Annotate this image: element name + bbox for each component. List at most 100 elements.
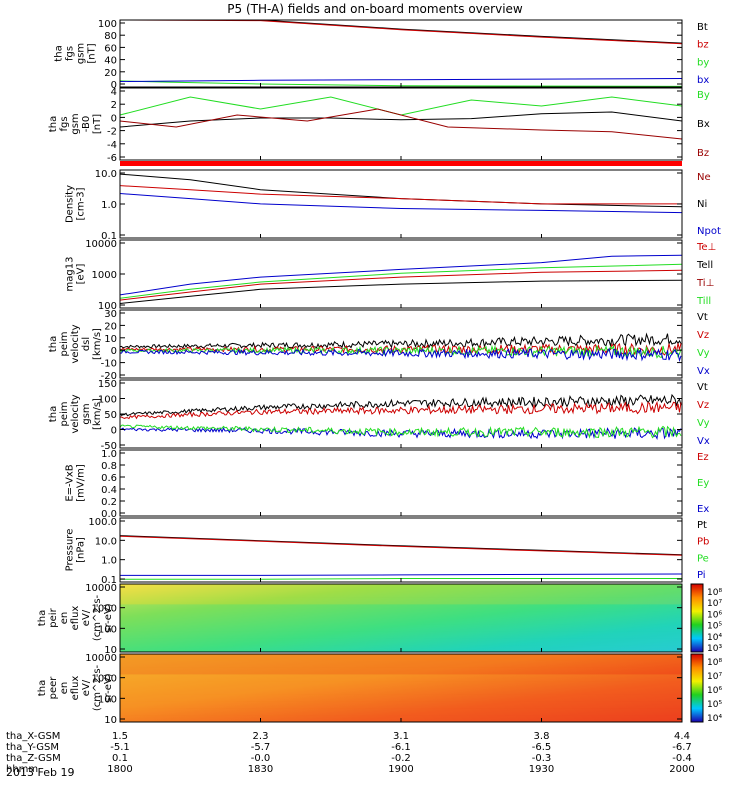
x-axis-row-value: 4.4 xyxy=(674,731,690,742)
panel-p4: 10000 1000 100 mag13[eV] Te⊥ Tell Ti⊥ Till xyxy=(65,239,717,312)
panel-p3: 10.0 1.0 0.1 Density[cm-3] Ne Ni Npot xyxy=(65,169,721,242)
y-tick-label: 0.2 xyxy=(101,497,117,508)
series-line-black xyxy=(119,111,683,128)
y-axis-label-line: tha xyxy=(54,45,65,61)
legend-item: Ti⊥ xyxy=(696,278,714,289)
colorbar-tick-label: 10⁴ xyxy=(707,714,722,724)
x-axis-annotation: tha_X-GSM 1.5 2.3 3.1 3.8 4.4 tha_Y-GSM -5.1 -5.… xyxy=(6,731,695,775)
y-axis-label: thapeirenefluxeV/(cm^2-s-sr-eV) xyxy=(37,594,114,641)
y-axis-label-line: tha xyxy=(48,336,59,352)
x-axis-row-label: tha_Y-GSM xyxy=(6,742,59,753)
x-axis-row-value: -6.1 xyxy=(391,742,411,753)
series-line-green xyxy=(119,424,682,439)
y-tick-label: -6 xyxy=(107,153,117,164)
y-axis-label: E=-VxB[mV/m] xyxy=(65,464,87,502)
y-tick-label: 150 xyxy=(98,379,117,390)
y-axis-label-line: tha xyxy=(37,680,48,696)
x-axis-row-value: 1830 xyxy=(248,764,273,775)
legend-item: Ni xyxy=(697,199,707,210)
panel-p8: 100.0 10.0 1.0 0.1 Pressure[nPa] Pt Pb Pe Pi xyxy=(65,517,710,586)
x-axis-row-value: -5.1 xyxy=(110,742,130,753)
series-line-black xyxy=(119,393,682,417)
y-tick-label: 0 xyxy=(111,346,117,357)
y-axis-label-line: eV/ xyxy=(81,609,92,626)
y-tick-label: 0 xyxy=(111,426,117,437)
panel-frame xyxy=(119,309,683,379)
spectrogram-band xyxy=(120,584,682,591)
y-axis-label-line: velocity xyxy=(70,324,81,363)
legend-item: Ne xyxy=(697,172,711,183)
y-axis-label-line: eV/ xyxy=(81,679,92,696)
y-tick-label: 0.6 xyxy=(101,473,117,484)
y-axis-label-line: eflux xyxy=(70,606,81,631)
y-tick-label: 100 xyxy=(98,19,117,30)
legend-item: By xyxy=(697,90,710,101)
colorbar-tick-label: 10⁴ xyxy=(707,633,722,643)
series-line-red xyxy=(119,19,683,45)
series-line-blue xyxy=(119,193,683,214)
legend-item: Pi xyxy=(697,570,706,581)
y-axis-label-line: gsm xyxy=(81,403,92,424)
series-line-blue xyxy=(119,78,683,82)
y-axis-label: thafgsgsm[nT] xyxy=(54,43,98,64)
legend-item: bx xyxy=(697,75,709,86)
y-axis-label-line: peer xyxy=(48,676,59,700)
spectrogram-band xyxy=(120,654,682,661)
spectrogram-band xyxy=(120,624,682,632)
y-tick-label: 1.0 xyxy=(101,200,117,211)
panel-p2: 4 2 0 -2 -4 -6 thafgsgsm-B0[nT] By Bx Bz xyxy=(48,87,710,164)
y-tick-label: 20 xyxy=(104,321,117,332)
series-line-blue xyxy=(119,347,682,363)
panel-p9: 10⁸10⁷10⁶10⁵10⁴10³10000100010010thapeire… xyxy=(37,583,722,656)
y-tick-label: 2 xyxy=(111,100,117,111)
y-axis-label-line: dsl xyxy=(81,337,92,351)
y-tick-label: 1000 xyxy=(92,604,117,615)
y-axis-label-line: tha xyxy=(48,116,59,132)
series-line-red xyxy=(119,185,682,205)
legend-item: bz xyxy=(697,40,709,51)
y-axis-label-line: gsm xyxy=(70,113,81,134)
y-axis-label-line: mag13 xyxy=(65,257,76,292)
colorbar-tick-label: 10⁷ xyxy=(707,672,722,682)
y-tick-label: 20 xyxy=(104,68,117,79)
y-axis-label-line: peim xyxy=(59,331,70,356)
y-axis-label-line: tha xyxy=(48,406,59,422)
x-axis-row-value: 2000 xyxy=(669,764,694,775)
y-tick-label: -4 xyxy=(107,140,117,151)
y-axis-label-line: en xyxy=(59,682,70,695)
legend-item: Bz xyxy=(697,148,709,159)
y-axis-label-line: fgs xyxy=(59,116,70,131)
y-axis-label-line: [nT] xyxy=(92,114,103,134)
y-tick-label: 0.0 xyxy=(101,509,117,520)
spectrogram-p10 xyxy=(120,654,682,722)
colorbar-tick-label: 10⁸ xyxy=(707,658,722,668)
y-axis-label-line: (cm^2-s- xyxy=(92,594,103,641)
y-axis-label-line: tha xyxy=(37,610,48,626)
y-tick-label: 10000 xyxy=(85,583,117,594)
y-tick-label: 1.0 xyxy=(101,449,117,460)
series-line-black xyxy=(119,279,683,304)
panel-frame xyxy=(119,239,683,309)
x-axis-row-value: 3.8 xyxy=(534,731,550,742)
figure-title: P5 (TH-A) fields and on-board moments ov… xyxy=(227,2,523,16)
y-axis-label-line: peim xyxy=(59,401,70,426)
y-axis-label-line: [km/s] xyxy=(92,398,103,430)
x-axis-row-value: -0.2 xyxy=(391,753,411,764)
colorbar-tick-label: 10⁵ xyxy=(707,622,722,632)
colorbar-p10 xyxy=(690,653,704,723)
y-tick-label: 30 xyxy=(104,309,117,320)
panel-frame xyxy=(119,449,683,517)
legend-item: Vz xyxy=(697,330,709,341)
colorbar-tick-label: 10⁷ xyxy=(707,599,722,609)
series-line-black xyxy=(119,535,683,556)
series-line-red xyxy=(119,269,683,301)
x-axis-row-label: hhmm xyxy=(6,764,38,775)
x-axis-row-value: -0.3 xyxy=(532,753,552,764)
legend-item: Pe xyxy=(697,553,709,564)
y-tick-label: 10 xyxy=(104,715,117,726)
y-axis-label-line: [eV] xyxy=(76,264,87,285)
y-tick-label: 40 xyxy=(104,56,117,67)
x-axis-row-value: -0.0 xyxy=(251,753,271,764)
y-axis-label-line: [cm-3] xyxy=(76,187,87,220)
